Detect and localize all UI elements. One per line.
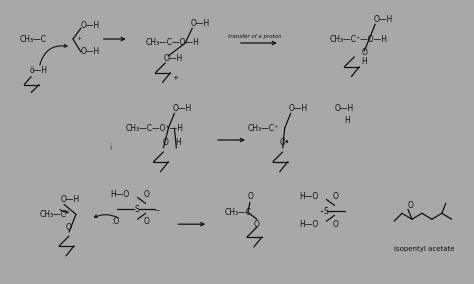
Text: O—H: O—H <box>81 21 100 30</box>
Text: O: O <box>163 137 168 147</box>
Text: CH₃—C—O—H: CH₃—C—O—H <box>146 38 200 47</box>
Text: CH₃—C⁺: CH₃—C⁺ <box>39 210 70 219</box>
Text: O—H: O—H <box>81 47 100 57</box>
Text: O: O <box>408 201 414 210</box>
Text: CH₃—C: CH₃—C <box>225 208 252 217</box>
Text: H—O: H—O <box>300 220 319 229</box>
Text: ö—H: ö—H <box>29 66 47 75</box>
Text: O—H: O—H <box>373 15 392 24</box>
Text: CH₃—C—O⁺—H: CH₃—C—O⁺—H <box>126 124 183 133</box>
Text: CH₃—C⁺—O—H: CH₃—C⁺—O—H <box>329 35 387 43</box>
Text: O: O <box>254 220 260 229</box>
Text: H: H <box>175 137 181 147</box>
Text: O: O <box>332 220 338 229</box>
Text: H: H <box>345 116 350 125</box>
Text: :O: :O <box>111 217 119 226</box>
Text: O: O <box>332 192 338 201</box>
Text: +: + <box>173 75 178 81</box>
Text: H—O: H—O <box>300 192 319 201</box>
Text: S: S <box>323 207 328 216</box>
Text: O•: O• <box>280 139 290 147</box>
Text: S: S <box>135 205 139 214</box>
Text: O: O <box>144 217 149 226</box>
Text: O: O <box>361 48 367 57</box>
Text: transfer of a proton: transfer of a proton <box>228 34 282 39</box>
Text: O: O <box>144 190 149 199</box>
Text: i: i <box>109 143 111 153</box>
Text: O: O <box>66 223 72 232</box>
Text: isopentyl acetate: isopentyl acetate <box>393 246 454 252</box>
Text: O—H: O—H <box>289 104 308 113</box>
Text: O: O <box>248 192 254 201</box>
Text: O—H: O—H <box>335 104 354 113</box>
Text: CH₃—C⁺: CH₃—C⁺ <box>248 124 279 133</box>
Text: O—H: O—H <box>173 104 191 113</box>
Text: O—H: O—H <box>190 19 210 28</box>
Text: O—H: O—H <box>61 195 80 204</box>
Text: H—O: H—O <box>111 190 130 199</box>
Text: CH₃—C: CH₃—C <box>19 35 46 43</box>
Text: −: − <box>155 207 160 212</box>
Text: H: H <box>361 57 367 66</box>
Text: O—H: O—H <box>164 54 182 63</box>
Text: +: + <box>76 36 81 41</box>
